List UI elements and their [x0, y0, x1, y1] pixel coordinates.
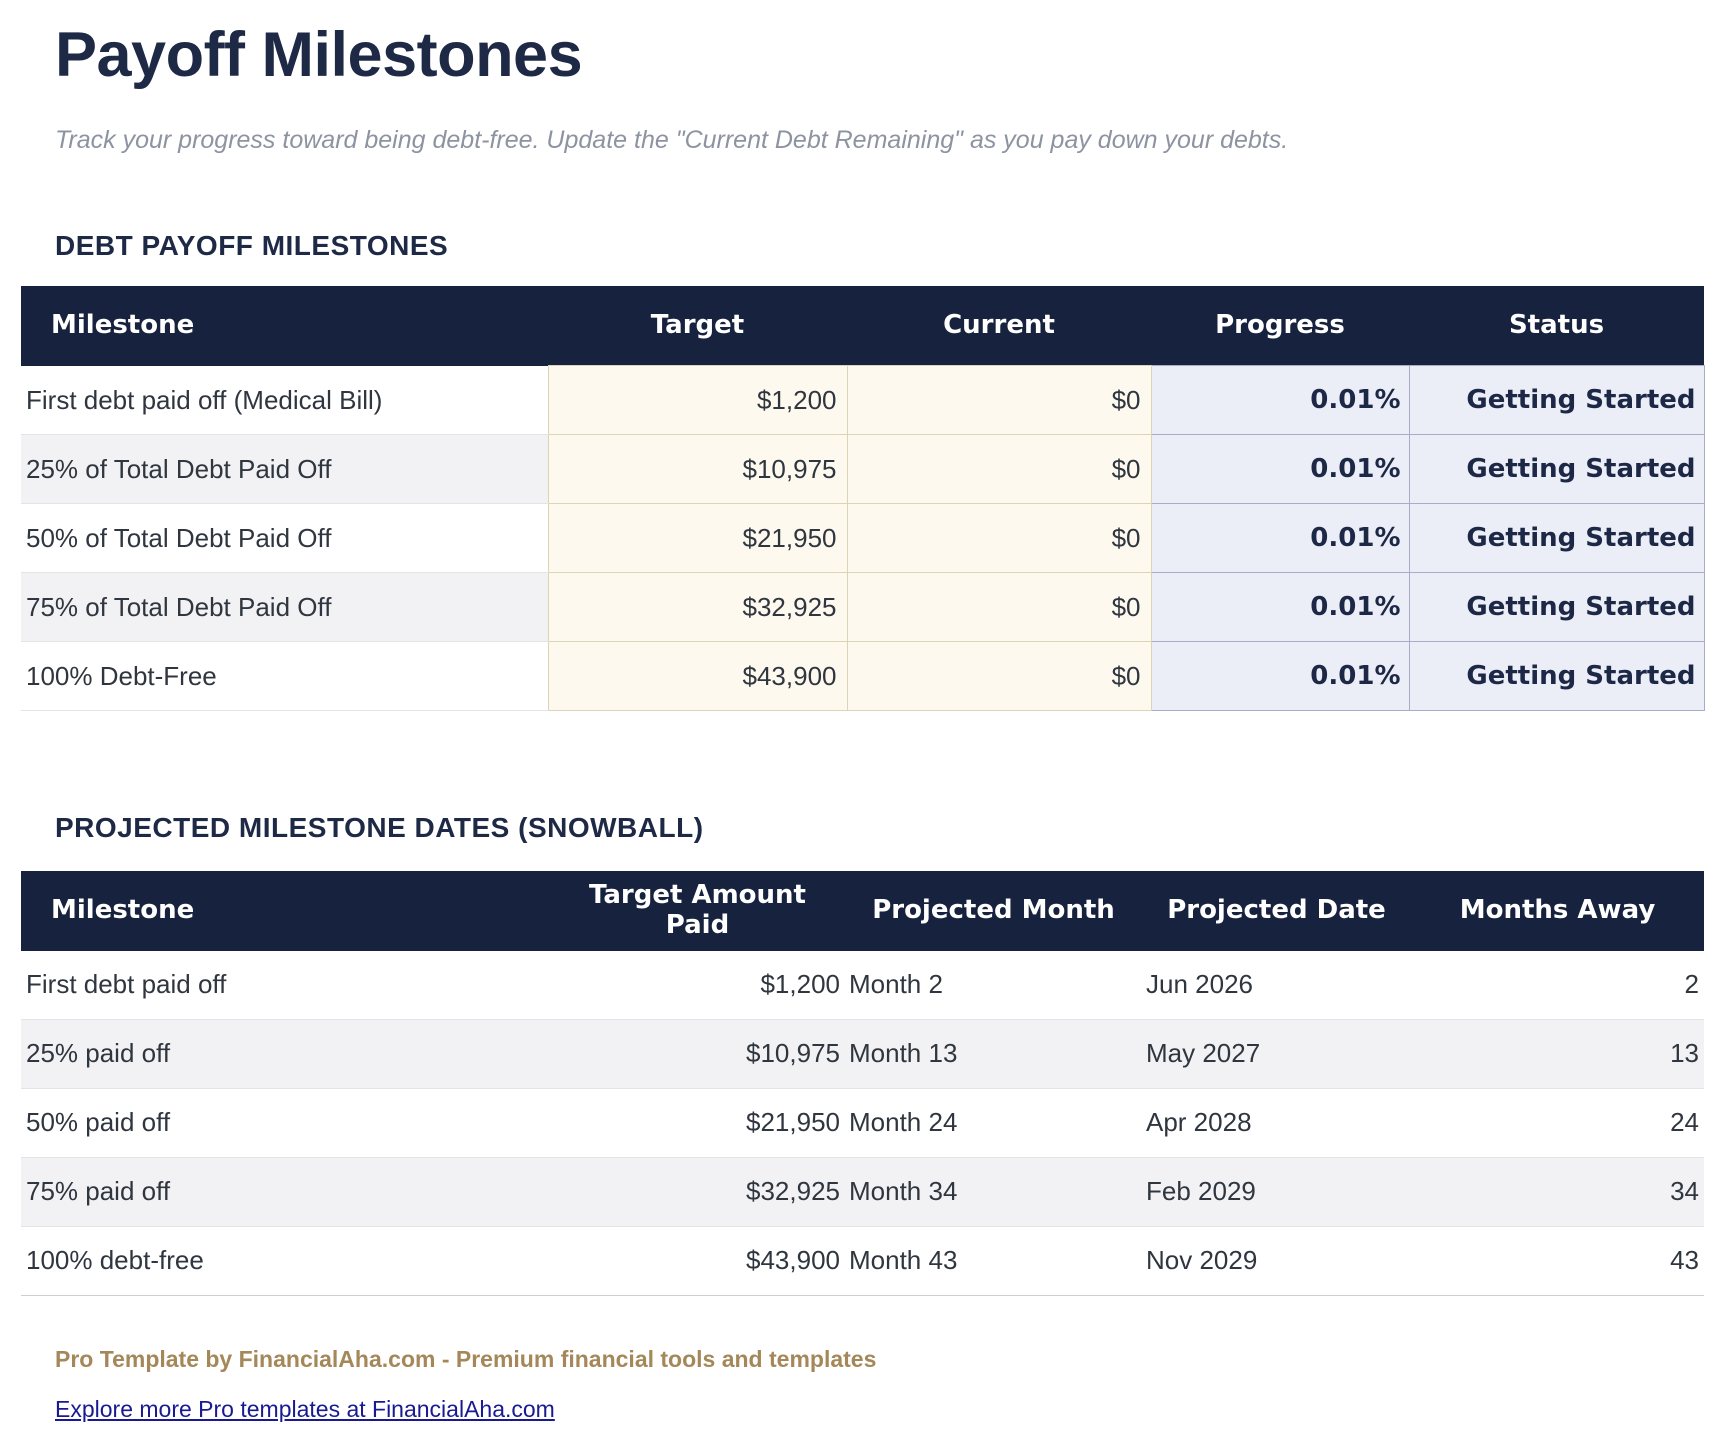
milestone-cell: 25% paid off: [21, 1019, 550, 1089]
table-row: 100% Debt-Free $43,900 $0 0.01% Getting …: [21, 641, 1705, 712]
milestone-cell: 75% paid off: [21, 1157, 550, 1227]
target-cell[interactable]: $1,200: [547, 365, 848, 436]
projected-month-cell: Month 24: [845, 1088, 1142, 1158]
column-header-status: Status: [1409, 286, 1704, 366]
months-away-cell: 24: [1411, 1088, 1704, 1158]
section-heading-projected-milestone-dates: PROJECTED MILESTONE DATES (SNOWBALL): [55, 812, 704, 844]
footer-brand-line: Pro Template by FinancialAha.com - Premi…: [55, 1345, 877, 1372]
column-header-milestone: Milestone: [21, 286, 548, 366]
debt-milestones-table-header: Milestone Target Current Progress Status: [21, 286, 1704, 366]
current-cell[interactable]: $0: [846, 365, 1152, 436]
projected-month-cell: Month 2: [845, 950, 1142, 1020]
column-header-progress: Progress: [1151, 286, 1409, 366]
target-cell[interactable]: $10,975: [547, 434, 848, 505]
progress-cell: 0.01%: [1150, 365, 1410, 436]
section-heading-debt-payoff-milestones: DEBT PAYOFF MILESTONES: [55, 229, 449, 261]
page-subtitle: Track your progress toward being debt-fr…: [55, 125, 1289, 154]
current-cell[interactable]: $0: [846, 434, 1152, 505]
progress-cell: 0.01%: [1150, 572, 1410, 643]
projected-date-cell: Apr 2028: [1142, 1088, 1411, 1158]
column-header-projected-date: Projected Date: [1142, 870, 1411, 951]
column-header-target-amount-paid-label: Target Amount Paid: [588, 880, 806, 940]
milestone-cell: First debt paid off: [21, 950, 550, 1020]
status-cell: Getting Started: [1408, 503, 1705, 574]
target-amount-cell: $10,975: [550, 1019, 845, 1089]
column-header-target-amount-paid: Target Amount Paid: [550, 870, 845, 951]
target-amount-cell: $43,900: [550, 1226, 845, 1296]
status-cell: Getting Started: [1408, 572, 1705, 643]
milestone-cell: 100% Debt-Free: [21, 641, 548, 712]
milestone-cell: 100% debt-free: [21, 1226, 550, 1296]
table-row: 75% paid off $32,925 Month 34 Feb 2029 3…: [21, 1157, 1704, 1227]
current-cell[interactable]: $0: [846, 572, 1152, 643]
page-title: Payoff Milestones: [55, 20, 583, 90]
target-cell[interactable]: $32,925: [547, 572, 848, 643]
projected-date-cell: Jun 2026: [1142, 950, 1411, 1020]
target-amount-cell: $1,200: [550, 950, 845, 1020]
projected-dates-table-header: Milestone Target Amount Paid Projected M…: [21, 870, 1704, 951]
footer-explore-link[interactable]: Explore more Pro templates at FinancialA…: [55, 1395, 555, 1422]
projected-date-cell: May 2027: [1142, 1019, 1411, 1089]
table-row: 25% of Total Debt Paid Off $10,975 $0 0.…: [21, 434, 1705, 505]
column-header-milestone: Milestone: [21, 870, 550, 951]
debt-milestones-table: Milestone Target Current Progress Status…: [21, 286, 1705, 712]
target-amount-cell: $21,950: [550, 1088, 845, 1158]
column-header-projected-month: Projected Month: [845, 870, 1142, 951]
milestone-cell: 75% of Total Debt Paid Off: [21, 572, 548, 643]
target-cell[interactable]: $21,950: [547, 503, 848, 574]
projected-dates-table: Milestone Target Amount Paid Projected M…: [21, 870, 1704, 1296]
progress-cell: 0.01%: [1150, 503, 1410, 574]
milestone-cell: First debt paid off (Medical Bill): [21, 365, 548, 436]
months-away-cell: 2: [1411, 950, 1704, 1020]
projected-date-cell: Feb 2029: [1142, 1157, 1411, 1227]
target-cell[interactable]: $43,900: [547, 641, 848, 712]
projected-month-cell: Month 43: [845, 1226, 1142, 1296]
milestone-cell: 50% of Total Debt Paid Off: [21, 503, 548, 574]
table-row: 50% paid off $21,950 Month 24 Apr 2028 2…: [21, 1088, 1704, 1158]
months-away-cell: 34: [1411, 1157, 1704, 1227]
status-cell: Getting Started: [1408, 365, 1705, 436]
months-away-cell: 13: [1411, 1019, 1704, 1089]
months-away-cell: 43: [1411, 1226, 1704, 1296]
table-row: 25% paid off $10,975 Month 13 May 2027 1…: [21, 1019, 1704, 1089]
progress-cell: 0.01%: [1150, 641, 1410, 712]
target-amount-cell: $32,925: [550, 1157, 845, 1227]
table-row: 100% debt-free $43,900 Month 43 Nov 2029…: [21, 1226, 1704, 1296]
column-header-months-away: Months Away: [1411, 870, 1704, 951]
milestone-cell: 50% paid off: [21, 1088, 550, 1158]
projected-month-cell: Month 13: [845, 1019, 1142, 1089]
column-header-current: Current: [847, 286, 1151, 366]
table-row: 50% of Total Debt Paid Off $21,950 $0 0.…: [21, 503, 1705, 574]
current-cell[interactable]: $0: [846, 641, 1152, 712]
projected-month-cell: Month 34: [845, 1157, 1142, 1227]
column-header-target: Target: [548, 286, 847, 366]
current-cell[interactable]: $0: [846, 503, 1152, 574]
table-row: 75% of Total Debt Paid Off $32,925 $0 0.…: [21, 572, 1705, 643]
milestone-cell: 25% of Total Debt Paid Off: [21, 434, 548, 505]
status-cell: Getting Started: [1408, 641, 1705, 712]
table-row: First debt paid off (Medical Bill) $1,20…: [21, 365, 1705, 436]
status-cell: Getting Started: [1408, 434, 1705, 505]
projected-date-cell: Nov 2029: [1142, 1226, 1411, 1296]
progress-cell: 0.01%: [1150, 434, 1410, 505]
table-row: First debt paid off $1,200 Month 2 Jun 2…: [21, 950, 1704, 1020]
